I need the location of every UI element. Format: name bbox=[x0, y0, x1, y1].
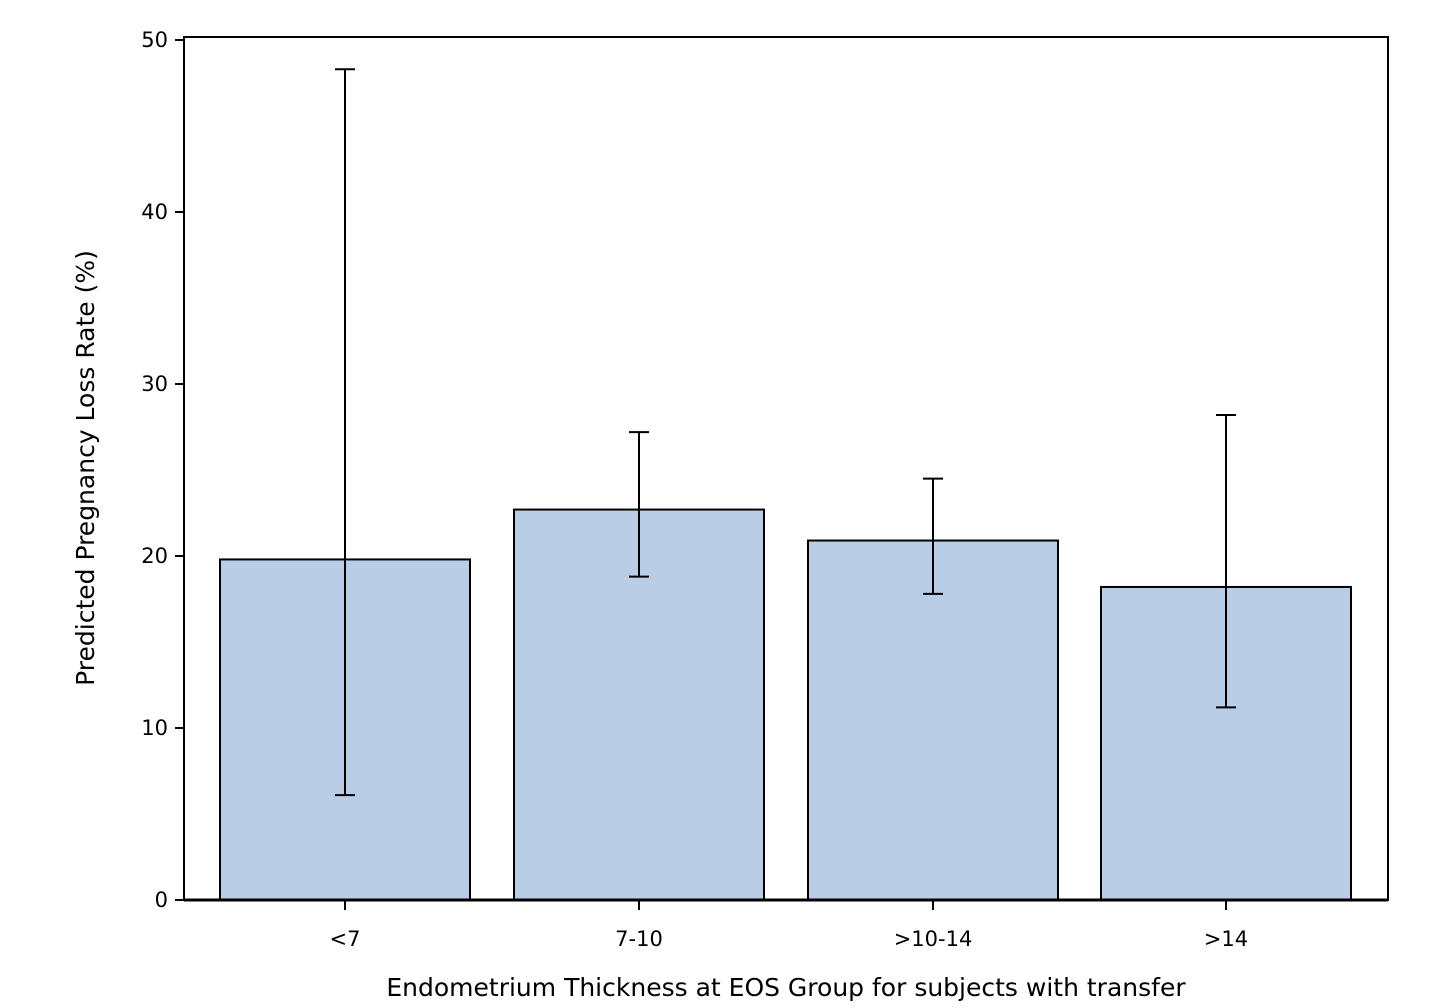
x-axis: <7 7-10 >10-14 >14 bbox=[330, 900, 1248, 951]
y-axis-label: Predicted Pregnancy Loss Rate (%) bbox=[71, 250, 100, 686]
y-tick-label: 40 bbox=[141, 200, 168, 224]
x-axis-label: Endometrium Thickness at EOS Group for s… bbox=[386, 973, 1186, 1002]
x-tick-label: <7 bbox=[330, 927, 361, 951]
error-bars-group bbox=[335, 68, 1236, 797]
x-tick-label: >14 bbox=[1204, 927, 1248, 951]
y-tick-label: 0 bbox=[155, 888, 168, 912]
x-tick-label: >10-14 bbox=[894, 927, 973, 951]
y-tick-label: 50 bbox=[141, 28, 168, 52]
x-tick-label: 7-10 bbox=[615, 927, 663, 951]
y-tick-label: 10 bbox=[141, 716, 168, 740]
bars-group bbox=[219, 508, 1352, 902]
y-tick-label: 20 bbox=[141, 544, 168, 568]
y-tick-label: 30 bbox=[141, 372, 168, 396]
y-axis: 0 10 20 30 40 50 bbox=[141, 28, 184, 912]
